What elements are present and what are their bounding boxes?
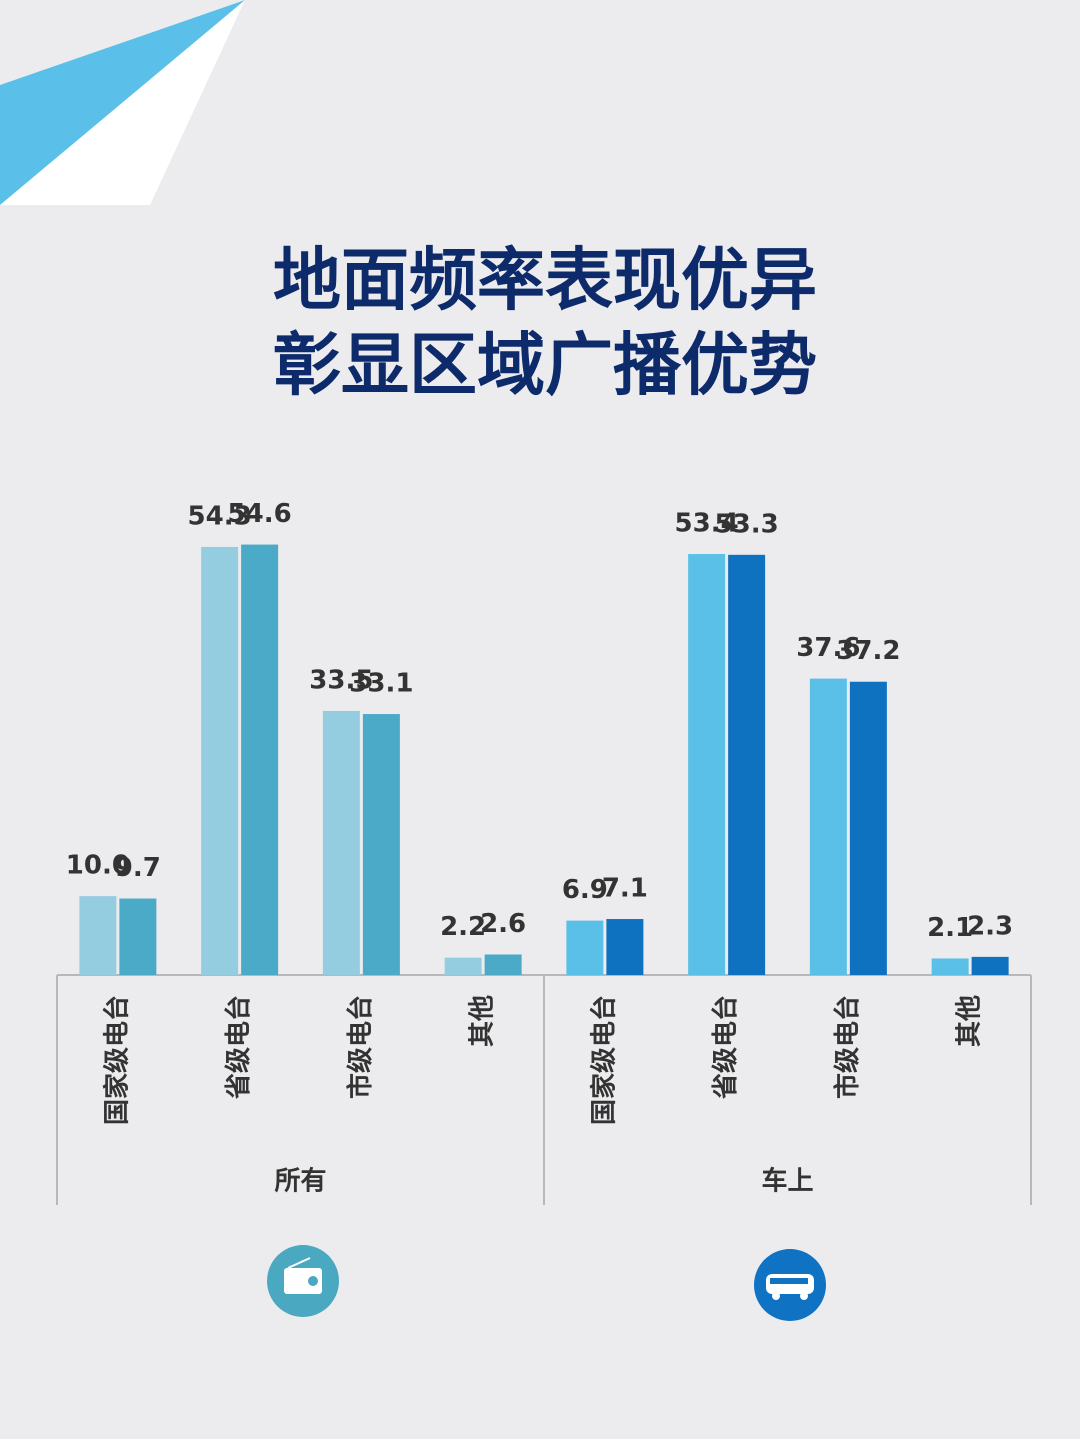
value-label: 10.0: [66, 851, 130, 881]
category-label: 省级电台: [710, 995, 741, 1100]
value-label: 2.2: [440, 912, 486, 942]
value-label: 2.6: [480, 909, 526, 939]
value-label: 37.2: [836, 636, 900, 666]
bar: [566, 920, 604, 975]
bar: [931, 958, 969, 975]
group-label: 车上: [761, 1166, 813, 1197]
bus-icon: [754, 1249, 826, 1321]
corner-triangle: [0, 0, 245, 205]
bar: [606, 919, 644, 975]
value-label: 33.1: [349, 669, 413, 699]
bar: [79, 896, 117, 975]
radio-icon: [267, 1245, 339, 1317]
value-label: 53.4: [675, 509, 739, 539]
category-label: 市级电台: [832, 995, 863, 1099]
bar: [484, 954, 522, 975]
bar: [809, 678, 847, 975]
value-label: 33.5: [309, 665, 373, 695]
value-label: 2.3: [967, 911, 1013, 941]
category-label: 省级电台: [223, 995, 254, 1100]
bar: [971, 956, 1009, 975]
category-label: 其他: [955, 995, 985, 1047]
bar: [362, 714, 400, 975]
category-label: 市级电台: [345, 995, 376, 1099]
value-label: 2.1: [927, 913, 973, 943]
bar: [688, 554, 726, 975]
title-line: 地面频率表现优异: [273, 242, 817, 321]
title-line: 彰显区域广播优势: [273, 327, 817, 406]
bar: [849, 681, 887, 975]
bar: [322, 710, 360, 975]
bar: [241, 544, 279, 975]
value-label: 54.6: [228, 499, 292, 529]
value-label: 9.7: [115, 853, 161, 883]
category-label: 国家级电台: [101, 995, 132, 1125]
bar: [119, 898, 157, 975]
bar: [444, 957, 482, 975]
value-label: 37.6: [796, 633, 860, 663]
category-label: 国家级电台: [588, 995, 619, 1125]
group-label: 所有: [274, 1167, 326, 1197]
category-label: 其他: [468, 995, 498, 1047]
value-label: 6.9: [562, 875, 608, 905]
value-label: 53.3: [715, 509, 779, 539]
value-label: 7.1: [602, 874, 648, 904]
bar: [201, 546, 239, 975]
bar: [728, 554, 766, 975]
value-label: 54.3: [188, 501, 252, 531]
